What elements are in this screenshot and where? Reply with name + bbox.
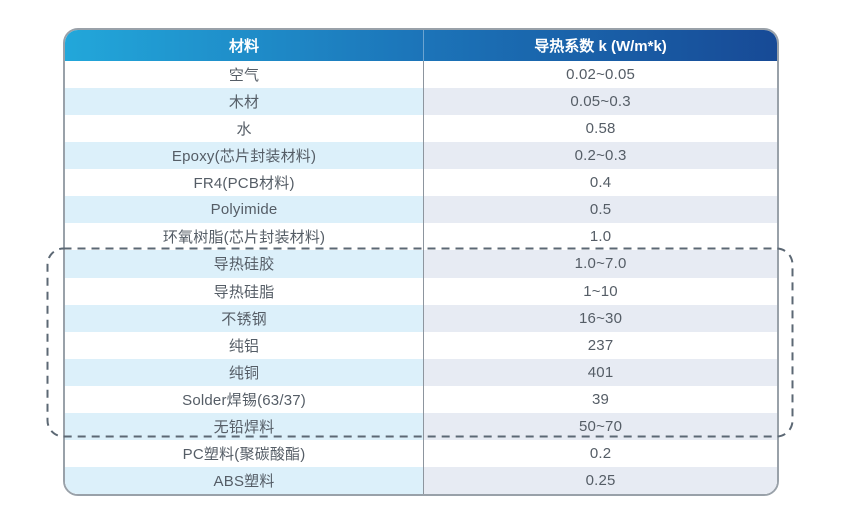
table-row: 纯铝 237 [65, 331, 777, 359]
k-value-cell: 0.2~0.3 [423, 142, 777, 170]
k-value-cell: 0.2 [423, 439, 777, 467]
material-cell: Solder焊锡(63/37) [182, 391, 306, 409]
k-value-cell: 0.25 [423, 466, 777, 494]
k-value-cell: 50~70 [423, 412, 777, 440]
table-row: 木材 0.05~0.3 [65, 88, 777, 116]
table-row: Polyimide 0.5 [65, 196, 777, 224]
table-body: 空气 0.02~0.05 木材 0.05~0.3 水 0.58 Epoxy(芯片封装材料) 0… [65, 61, 777, 494]
material-cell: 无铅焊料 [65, 412, 424, 440]
material-cell: 导热硅脂 [213, 283, 275, 301]
k-value-cell: 1.0 [423, 223, 777, 251]
table-row: FR4(PCB材料) 0.4 [65, 169, 777, 197]
table-row: ABS塑料 0.25 [65, 466, 777, 494]
k-value-cell: 0.5 [423, 196, 777, 224]
material-cell: 空气 [228, 67, 260, 85]
table-header-row: 材料 导热系数 k (W/m*k) [65, 30, 777, 61]
material-cell: 纯铜 [65, 358, 424, 386]
material-cell: Epoxy(芯片封装材料) [65, 142, 424, 170]
header-cell-conductivity: 导热系数 k (W/m*k) [423, 30, 777, 61]
table-row: 导热硅胶 1.0~7.0 [65, 250, 777, 278]
k-value-cell: 0.05~0.3 [423, 88, 777, 116]
table-row: 不锈钢 16~30 [65, 304, 777, 332]
material-cell: 环氧树脂(芯片封装材料) [162, 229, 326, 247]
table-row: 空气 0.02~0.05 [65, 61, 777, 89]
material-cell: 纯铝 [228, 337, 260, 355]
table-row: 导热硅脂 1~10 [65, 277, 777, 305]
table-row: 纯铜 401 [65, 358, 777, 386]
material-cell: 水 [236, 121, 252, 139]
k-value-cell: 0.58 [423, 115, 777, 143]
k-value-cell: 0.4 [423, 169, 777, 197]
table-row: PC塑料(聚碳酸酯) 0.2 [65, 439, 777, 467]
k-value-cell: 401 [423, 358, 777, 386]
material-cell: 木材 [65, 88, 424, 116]
k-value-cell: 16~30 [423, 304, 777, 332]
material-cell: FR4(PCB材料) [193, 175, 295, 193]
k-value-cell: 1.0~7.0 [423, 250, 777, 278]
k-value-cell: 237 [423, 331, 777, 359]
material-cell: 不锈钢 [65, 304, 424, 332]
material-cell: 导热硅胶 [65, 250, 424, 278]
table-row: 环氧树脂(芯片封装材料) 1.0 [65, 223, 777, 251]
table-row: Solder焊锡(63/37) 39 [65, 385, 777, 413]
material-cell: PC塑料(聚碳酸酯) [182, 445, 306, 463]
k-value-cell: 39 [423, 385, 777, 413]
table-row: Epoxy(芯片封装材料) 0.2~0.3 [65, 142, 777, 170]
material-cell: ABS塑料 [65, 466, 424, 494]
table-row: 水 0.58 [65, 115, 777, 143]
header-cell-material: 材料 [229, 38, 260, 55]
material-cell: Polyimide [65, 196, 424, 224]
k-value-cell: 1~10 [423, 277, 777, 305]
thermal-conductivity-table: 材料 导热系数 k (W/m*k) 空气 0.02~0.05 木材 0.05~0.3 水… [63, 28, 779, 496]
k-value-cell: 0.02~0.05 [423, 61, 777, 89]
table-row: 无铅焊料 50~70 [65, 412, 777, 440]
